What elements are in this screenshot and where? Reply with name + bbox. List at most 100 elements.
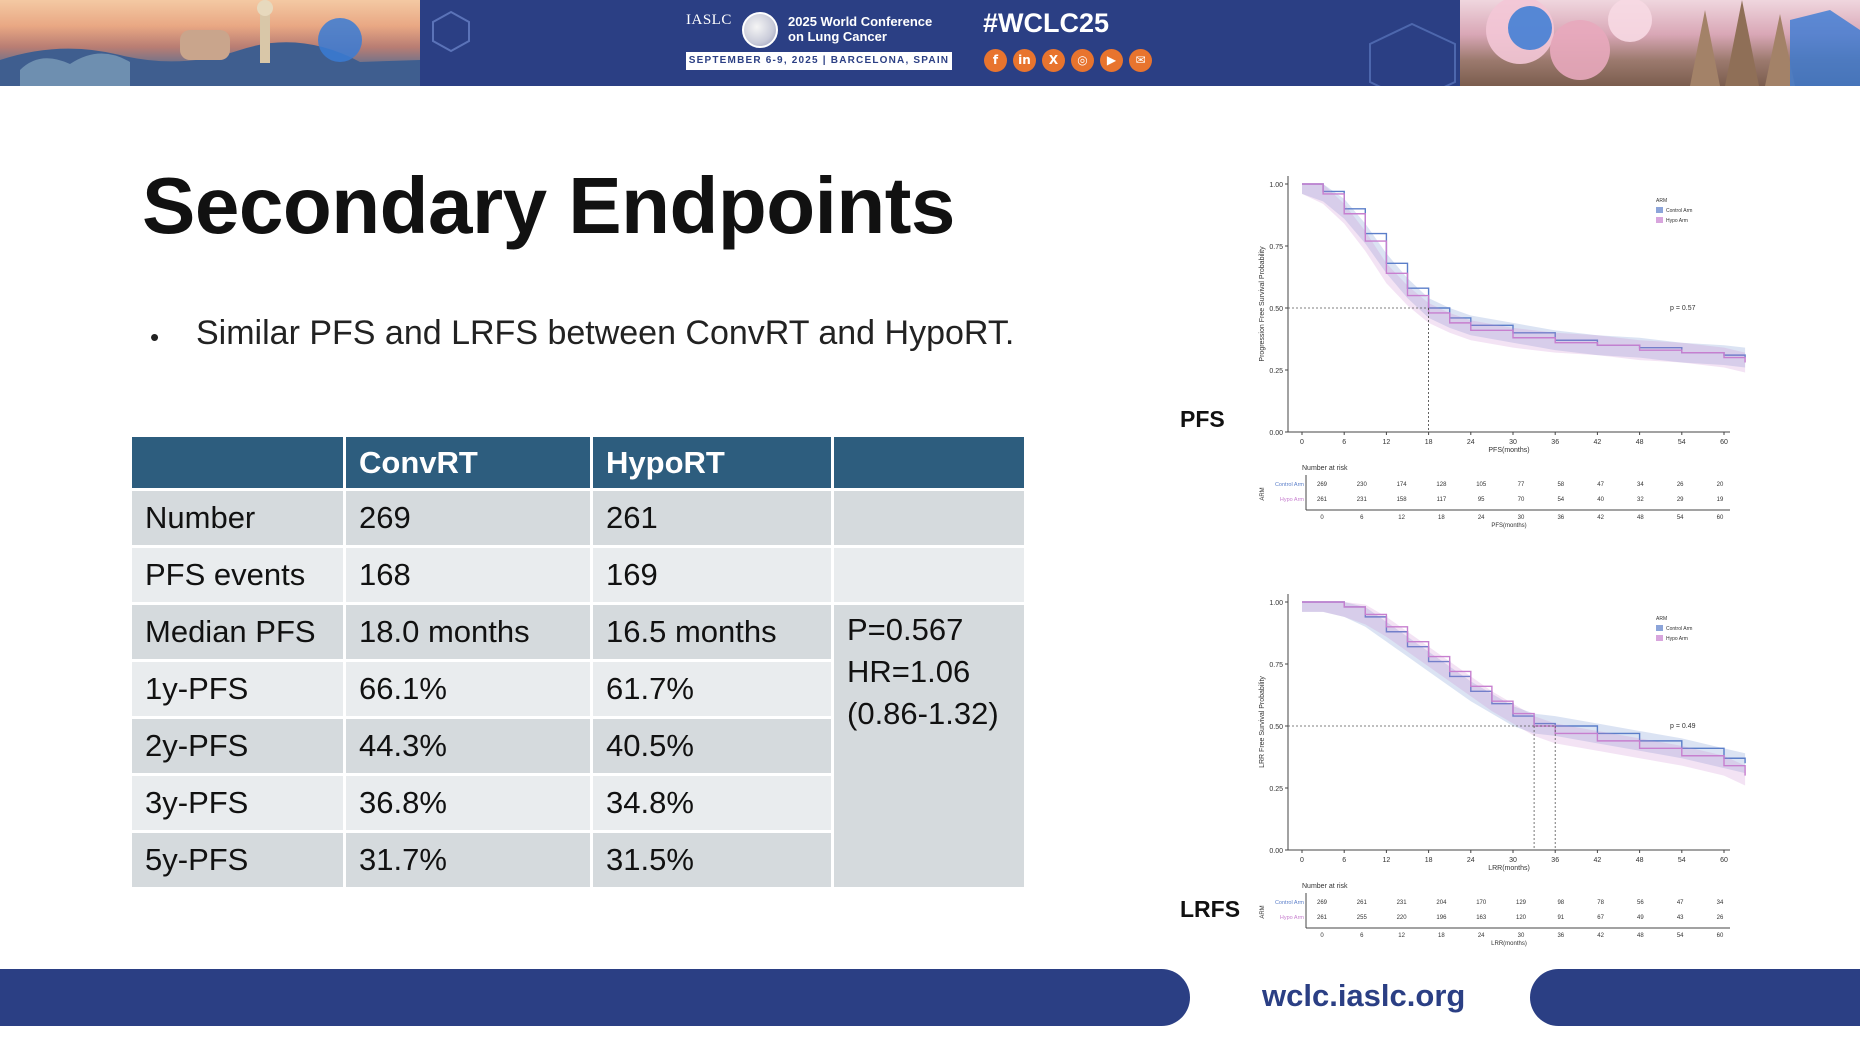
survival-curve-hypo (1302, 601, 1746, 776)
survival-curve-hypo (1302, 183, 1746, 363)
x-tick-label: 18 (1425, 439, 1433, 446)
confidence-interval: (0.86-1.32) (847, 696, 999, 731)
x-tick-label: 60 (1720, 857, 1728, 864)
x-icon[interactable]: X (1042, 49, 1065, 72)
risk-count: 117 (1437, 497, 1447, 503)
pfs-plot-label: PFS (1180, 406, 1225, 432)
facebook-icon[interactable]: f (984, 49, 1007, 72)
legend-entry: Control Arm (1666, 626, 1692, 632)
row-label: 3y-PFS (129, 773, 346, 833)
risk-count: 255 (1357, 915, 1368, 921)
x-tick-label: 36 (1551, 857, 1559, 864)
risk-table-title: Number at risk (1302, 465, 1348, 472)
risk-count: 261 (1317, 497, 1328, 503)
risk-count: 58 (1557, 482, 1564, 488)
table-header-hyport: HypoRT (590, 434, 834, 491)
table-header-row: ConvRT HypoRT (129, 434, 1027, 491)
x-axis-label: LRR(months) (1488, 865, 1530, 872)
risk-count: 95 (1478, 497, 1485, 503)
hyport-value: 61.7% (590, 659, 834, 719)
risk-x-axis-label: PFS(months) (1491, 523, 1526, 529)
risk-x-tick-label: 48 (1637, 515, 1644, 521)
table-row: 1y-PFS 66.1% 61.7% (129, 659, 1026, 719)
risk-x-tick-label: 0 (1320, 515, 1324, 521)
x-tick-label: 6 (1342, 439, 1346, 446)
p-value: P=0.567 (847, 612, 964, 647)
confidence-band-hypo (1302, 184, 1746, 373)
risk-count: 47 (1677, 900, 1684, 906)
confidence-band-control (1302, 602, 1746, 774)
y-axis-label: LRR Free Survival Probability (1259, 676, 1266, 768)
x-tick-label: 60 (1720, 439, 1728, 446)
risk-x-tick-label: 12 (1398, 933, 1405, 939)
x-tick-label: 12 (1383, 439, 1391, 446)
x-tick-label: 42 (1594, 439, 1602, 446)
risk-table-title: Number at risk (1302, 883, 1348, 890)
x-tick-label: 24 (1467, 857, 1475, 864)
risk-count: 163 (1476, 915, 1487, 921)
legend-entry: Control Arm (1666, 208, 1692, 214)
convrt-value: 168 (343, 545, 593, 605)
survival-curve-control (1302, 183, 1746, 358)
risk-count: 261 (1317, 915, 1328, 921)
legend-swatch (1656, 217, 1663, 223)
statistics-cell: P=0.567 HR=1.06 (0.86-1.32) (831, 602, 1027, 890)
hyport-value: 40.5% (590, 716, 834, 776)
risk-count: 26 (1717, 915, 1724, 921)
risk-x-tick-label: 30 (1518, 933, 1525, 939)
risk-count: 43 (1677, 915, 1684, 921)
table-row: 5y-PFS 31.7% 31.5% (129, 830, 1026, 890)
conference-dates: SEPTEMBER 6-9, 2025 | BARCELONA, SPAIN (686, 52, 952, 70)
risk-x-tick-label: 6 (1360, 515, 1364, 521)
risk-count: 34 (1637, 482, 1644, 488)
confidence-band-hypo (1302, 602, 1746, 786)
risk-count: 204 (1436, 900, 1447, 906)
footer-url[interactable]: wclc.iaslc.org (1262, 978, 1466, 1013)
row-label: 5y-PFS (129, 830, 346, 890)
table-row: PFS events 168 169 (129, 545, 1027, 605)
y-tick-label: 0.00 (1269, 430, 1283, 437)
risk-count: 26 (1677, 482, 1684, 488)
risk-count: 49 (1637, 915, 1644, 921)
p-value-label: p = 0.49 (1670, 723, 1696, 730)
confidence-band-control (1302, 184, 1746, 368)
risk-count: 29 (1677, 497, 1684, 503)
lrfs-km-plot: 0.000.250.500.751.000 6 12 18 24 30 36 42 48 54 60… (1259, 594, 1746, 947)
barcelona-scene-left-image (0, 0, 420, 86)
x-tick-label: 36 (1551, 439, 1559, 446)
y-tick-label: 0.50 (1269, 724, 1283, 731)
risk-x-tick-label: 54 (1677, 515, 1684, 521)
risk-count: 91 (1557, 915, 1564, 921)
linkedin-icon[interactable]: in (1013, 49, 1036, 72)
risk-x-axis-label: LRR(months) (1491, 941, 1527, 947)
risk-x-tick-label: 54 (1677, 933, 1684, 939)
x-tick-label: 24 (1467, 439, 1475, 446)
risk-count: 231 (1357, 497, 1368, 503)
risk-x-tick-label: 42 (1597, 933, 1604, 939)
globe-icon (742, 12, 778, 48)
row-label: PFS events (129, 545, 346, 605)
row-label: 2y-PFS (129, 716, 346, 776)
risk-x-tick-label: 0 (1320, 933, 1324, 939)
iaslc-logo: IASLC 2025 World Conference on Lung Canc… (686, 10, 952, 56)
x-tick-label: 42 (1594, 857, 1602, 864)
table-row: 3y-PFS 36.8% 34.8% (129, 773, 1026, 833)
table-header-cell (831, 434, 1027, 491)
instagram-icon[interactable]: ◎ (1071, 49, 1094, 72)
row-label: 1y-PFS (129, 659, 346, 719)
pfs-results-table: ConvRT HypoRT Number 269 261 PFS events … (129, 434, 1027, 890)
convrt-value: 44.3% (343, 716, 593, 776)
convrt-value: 36.8% (343, 773, 593, 833)
wechat-icon[interactable]: ✉ (1129, 49, 1152, 72)
social-icons: f in X ◎ ▶ ✉ (984, 49, 1152, 72)
x-axis-label: PFS(months) (1488, 447, 1529, 454)
conference-title-line2: on Lung Cancer (788, 29, 887, 44)
risk-count: 120 (1516, 915, 1527, 921)
risk-count: 158 (1397, 497, 1408, 503)
risk-count: 220 (1397, 915, 1408, 921)
risk-row-label: Control Arm (1275, 482, 1304, 488)
legend-swatch (1656, 625, 1663, 631)
x-tick-label: 48 (1636, 439, 1644, 446)
youtube-icon[interactable]: ▶ (1100, 49, 1123, 72)
